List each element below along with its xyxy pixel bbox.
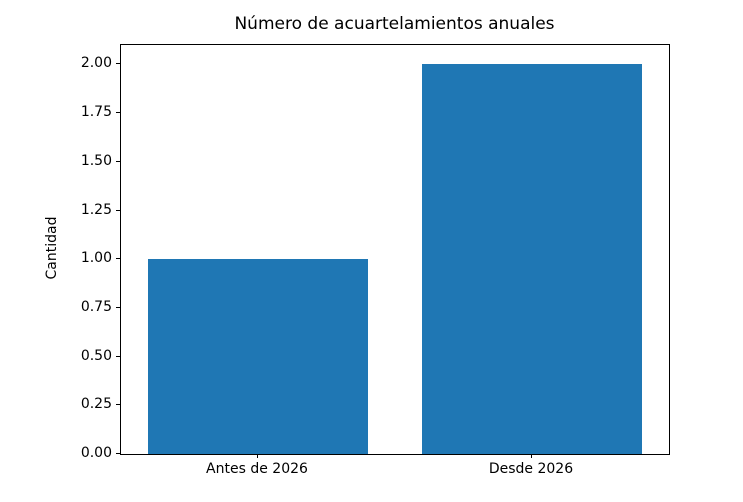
y-tick-label-1: 0.25 [80, 396, 112, 413]
y-tick-mark-8 [116, 63, 120, 65]
y-tick-label-5: 1.25 [80, 201, 112, 218]
x-tick-mark-0 [257, 454, 258, 458]
x-tick-label-1: Desde 2026 [488, 461, 574, 477]
y-tick-mark-2 [116, 355, 120, 357]
x-tick-label-0: Antes de 2026 [206, 461, 308, 477]
plot-area [120, 44, 670, 455]
y-tick-mark-3 [116, 306, 120, 308]
y-tick-mark-5 [116, 209, 120, 211]
y-tick-mark-6 [116, 160, 120, 162]
y-tick-label-8: 2.00 [80, 55, 112, 72]
y-tick-label-4: 1.00 [80, 250, 112, 267]
x-tick-mark-1 [531, 454, 532, 458]
y-tick-label-6: 1.50 [80, 152, 112, 169]
y-tick-label-3: 0.75 [80, 298, 112, 315]
y-tick-mark-1 [116, 404, 120, 406]
y-tick-label-0: 0.00 [80, 445, 112, 461]
y-tick-mark-0 [116, 453, 120, 454]
bar-0 [148, 259, 368, 454]
chart-title: Número de acuartelamientos anuales [234, 14, 555, 34]
bar-1 [422, 64, 642, 454]
y-tick-mark-4 [116, 258, 120, 260]
y-tick-label-7: 1.75 [80, 104, 112, 121]
y-tick-label-2: 0.50 [80, 347, 112, 364]
y-axis-label: Cantidad [44, 216, 60, 280]
y-tick-mark-7 [116, 112, 120, 114]
